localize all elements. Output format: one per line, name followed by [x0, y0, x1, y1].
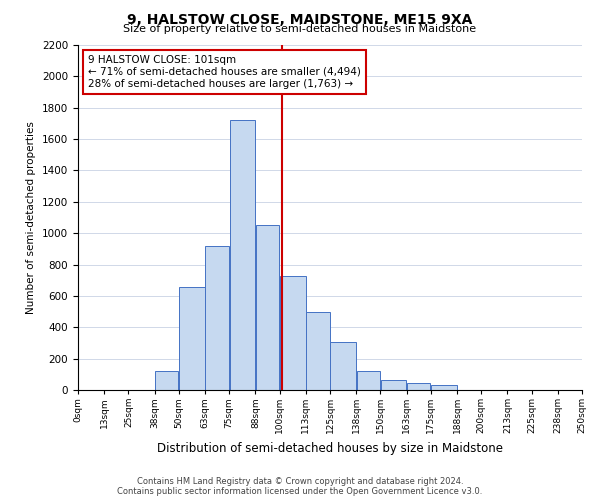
Bar — [431, 384, 457, 390]
Bar — [407, 383, 430, 390]
Text: Size of property relative to semi-detached houses in Maidstone: Size of property relative to semi-detach… — [124, 24, 476, 34]
Bar — [331, 342, 356, 390]
Bar — [306, 312, 329, 390]
Bar — [356, 371, 380, 390]
X-axis label: Distribution of semi-detached houses by size in Maidstone: Distribution of semi-detached houses by … — [157, 442, 503, 454]
Text: Contains HM Land Registry data © Crown copyright and database right 2024.
Contai: Contains HM Land Registry data © Crown c… — [118, 476, 482, 496]
Bar — [381, 380, 406, 390]
Bar — [205, 246, 229, 390]
Bar — [155, 371, 178, 390]
Text: 9 HALSTOW CLOSE: 101sqm
← 71% of semi-detached houses are smaller (4,494)
28% of: 9 HALSTOW CLOSE: 101sqm ← 71% of semi-de… — [88, 56, 361, 88]
Bar — [256, 226, 279, 390]
Bar — [230, 120, 255, 390]
Text: 9, HALSTOW CLOSE, MAIDSTONE, ME15 9XA: 9, HALSTOW CLOSE, MAIDSTONE, ME15 9XA — [127, 12, 473, 26]
Bar — [179, 286, 205, 390]
Bar — [280, 276, 305, 390]
Y-axis label: Number of semi-detached properties: Number of semi-detached properties — [26, 121, 37, 314]
